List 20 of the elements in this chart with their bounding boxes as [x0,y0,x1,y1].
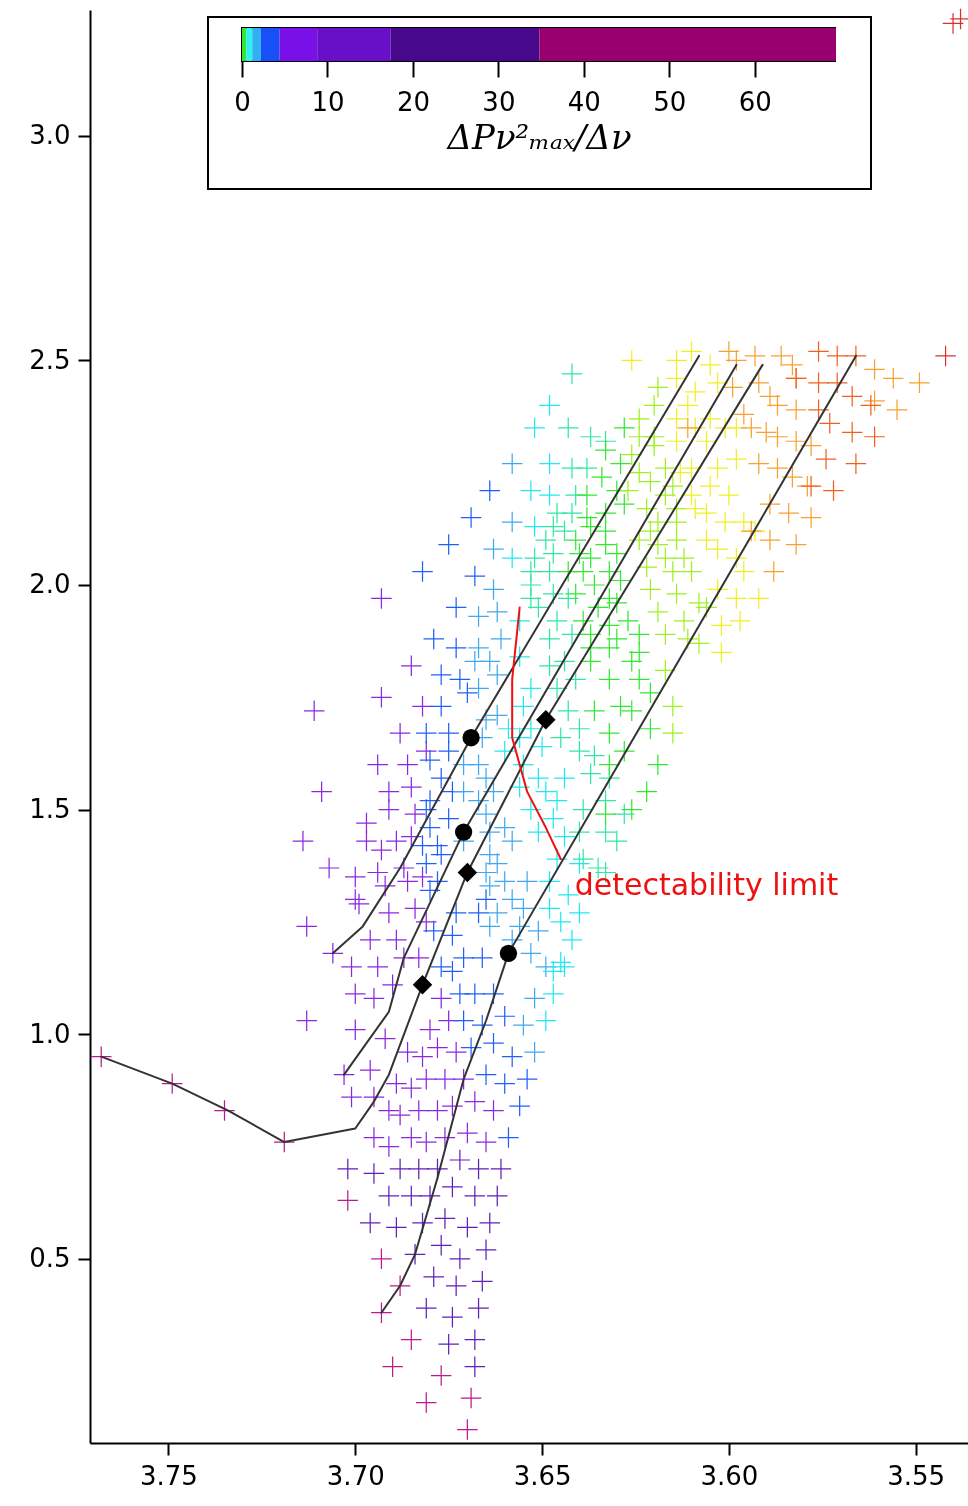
y-tick-label: 1.0 [29,1018,71,1049]
x-tick-label: 40 [567,86,601,117]
x-tick-label: 3.70 [326,1460,385,1491]
x-tick-label: 50 [653,86,687,117]
y-tick-label: 2.5 [29,344,71,375]
series-label: detectability limit [574,867,839,903]
x-tick-label: 10 [311,86,345,117]
y-tick-label: 0.5 [29,1243,71,1274]
x-tick-label: 3.60 [700,1460,759,1491]
x-tick-label: 3.55 [887,1460,946,1491]
x-axis-title: ΔPν²ₘₐₓ/Δν [445,116,632,157]
y-tick-label: 1.5 [29,794,71,825]
y-tick-label: 3.0 [29,120,71,151]
x-tick-label: 3.75 [140,1460,198,1491]
y-tick-label: 2.0 [29,569,71,600]
x-tick-label: 3.65 [513,1460,572,1491]
x-tick-label: 60 [738,86,772,117]
x-tick-label: 30 [482,86,516,117]
x-tick-label: 20 [396,86,430,117]
x-tick-label: 0 [234,86,251,117]
